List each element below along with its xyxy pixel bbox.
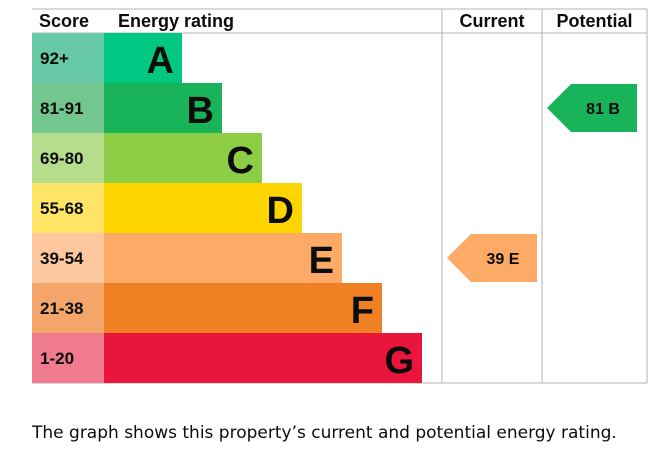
band-letter: F xyxy=(351,290,374,332)
chart-caption: The graph shows this property’s current … xyxy=(32,423,617,443)
current-rating-marker-label: 39 E xyxy=(487,251,520,268)
band-e: 39-54 E xyxy=(32,233,342,283)
band-g: 1-20 G xyxy=(32,333,422,383)
band-score-cell xyxy=(32,33,104,83)
band-score-label: 69-80 xyxy=(40,149,83,168)
band-letter: C xyxy=(227,140,254,182)
band-letter: B xyxy=(187,90,214,132)
band-f: 21-38 F xyxy=(32,283,382,333)
header-energy-rating: Energy rating xyxy=(118,11,234,31)
band-a: 92+ A xyxy=(32,33,182,83)
band-letter: D xyxy=(267,190,294,232)
current-rating-marker: 39 E xyxy=(447,234,537,282)
band-score-label: 39-54 xyxy=(40,249,84,268)
band-c: 69-80 C xyxy=(32,133,262,183)
band-bar xyxy=(104,133,262,183)
band-score-cell xyxy=(32,83,104,133)
band-d: 55-68 D xyxy=(32,183,302,233)
band-bar xyxy=(104,233,342,283)
band-letter: E xyxy=(309,240,334,282)
header-potential: Potential xyxy=(556,11,632,31)
band-b: 81-91 B xyxy=(32,83,222,133)
band-score-label: 81-91 xyxy=(40,99,83,118)
band-score-cell xyxy=(32,233,104,283)
band-score-cell xyxy=(32,183,104,233)
header-score: Score xyxy=(39,11,89,31)
energy-rating-chart: Score Energy rating Current Potential 92… xyxy=(32,8,648,384)
band-score-label: 92+ xyxy=(40,49,69,68)
band-score-label: 55-68 xyxy=(40,199,83,218)
band-bar xyxy=(104,83,222,133)
band-bar xyxy=(104,183,302,233)
band-score-label: 21-38 xyxy=(40,299,83,318)
band-letter: A xyxy=(147,40,174,82)
header-current: Current xyxy=(459,11,524,31)
potential-rating-marker-label: 81 B xyxy=(586,101,620,118)
potential-rating-marker: 81 B xyxy=(547,84,637,132)
band-score-cell xyxy=(32,283,104,333)
band-score-label: 1-20 xyxy=(40,349,74,368)
current-rating-marker-arrow xyxy=(447,234,537,282)
band-score-cell xyxy=(32,333,104,383)
band-bar xyxy=(104,283,382,333)
band-score-cell xyxy=(32,133,104,183)
potential-rating-marker-arrow xyxy=(547,84,637,132)
band-bar xyxy=(104,33,182,83)
band-letter: G xyxy=(384,340,414,382)
band-bar xyxy=(104,333,422,383)
